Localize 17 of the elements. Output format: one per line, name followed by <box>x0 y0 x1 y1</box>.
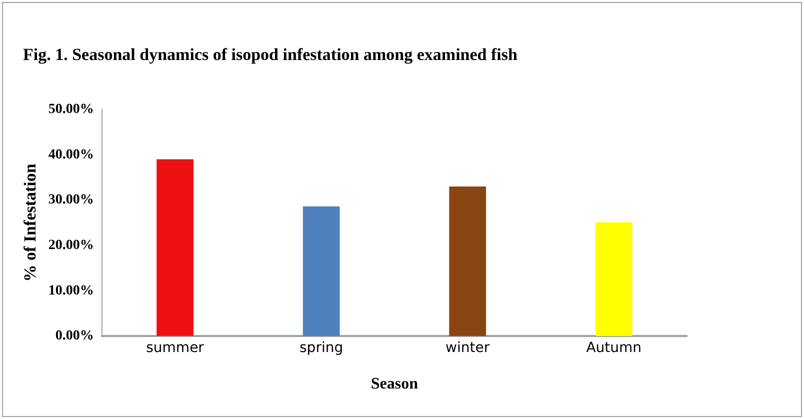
y-tick-label: 50.00% <box>48 102 94 118</box>
y-tick-label: 20.00% <box>48 238 94 253</box>
chart-title: Fig. 1. Seasonal dynamics of isopod infestation among examined fish <box>23 45 518 65</box>
bar <box>156 159 194 336</box>
x-tick-label: spring <box>300 340 344 356</box>
x-axis-title: Season <box>370 376 418 393</box>
x-tick-label: Autumn <box>586 340 642 356</box>
y-tick-label: 40.00% <box>48 147 94 162</box>
bar <box>449 186 486 336</box>
y-tick-label: 30.00% <box>48 192 94 208</box>
bar <box>595 222 632 336</box>
x-tick-label: summer <box>146 340 204 356</box>
y-axis-title: % of Infestation <box>20 163 40 282</box>
x-tick-label: winter <box>446 340 490 356</box>
bar <box>302 206 340 336</box>
y-tick-label: 0.00% <box>55 328 94 344</box>
y-tick-label: 10.00% <box>48 283 94 298</box>
